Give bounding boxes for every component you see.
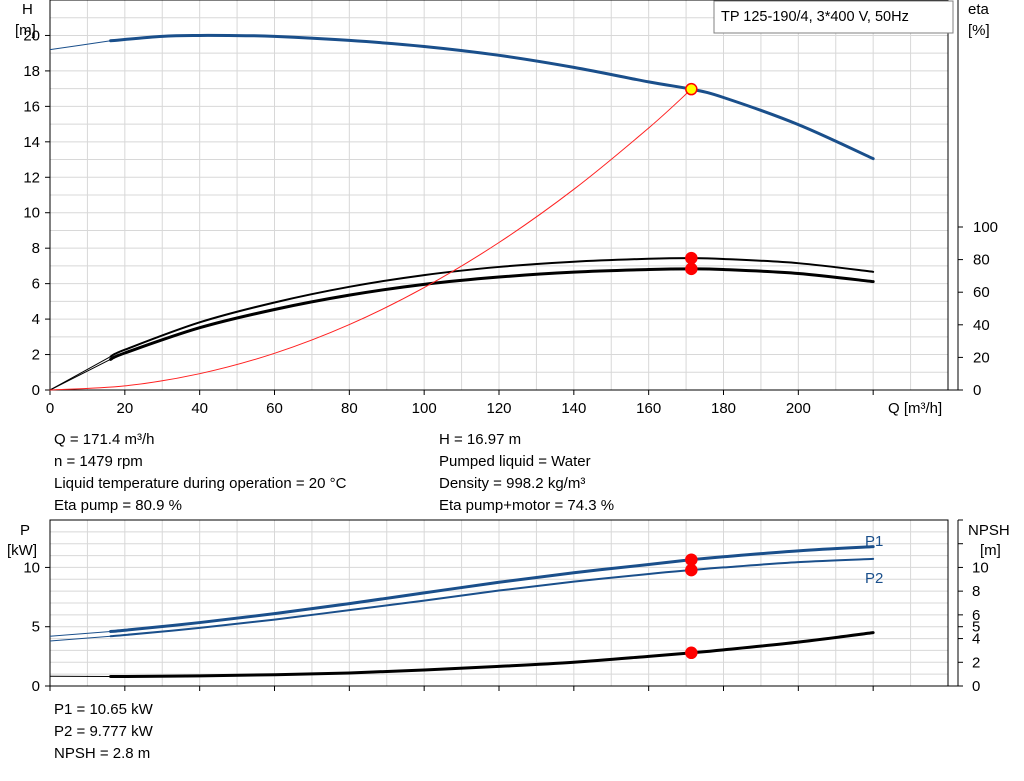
eta_pump_motor-curve [109,267,875,361]
info-p2: P2 = 9.777 kW [54,723,153,740]
info-head: H = 16.97 m [439,431,522,448]
info-bottom: P1 = 10.65 kW P2 = 9.777 kW NPSH = 2.8 m [54,699,153,765]
x-tick-label: 100 [412,400,437,417]
info-liquid-temp: Liquid temperature during operation = 20… [54,475,347,492]
P1-curve-extension [49,630,111,637]
bottom-right-tick-label: 5 [972,619,980,636]
top-left-tick-label: 6 [32,276,40,293]
info-top-left: Q = 171.4 m³/h n = 1479 rpm Liquid tempe… [54,429,346,517]
H-curve [109,33,875,161]
system_curve-curve [49,88,692,391]
top-left-tick-label: 8 [32,240,40,257]
info-eta-pump-motor: Eta pump+motor = 74.3 % [439,497,615,514]
bottom-curves [49,545,875,679]
bottom-left-tick-label: 0 [32,678,40,695]
info-flow: Q = 171.4 m³/h [54,431,155,448]
duty-point [685,646,698,660]
info-density: Density = 998.2 kg/m³ [439,475,586,492]
bottom-right-axis-label: NPSH [968,522,1010,539]
pump-title: TP 125-190/4, 3*400 V, 50Hz [721,9,909,25]
top-right-axis-unit: [%] [968,22,990,39]
bottom-right-tick-label: 4 [972,631,980,648]
x-tick-label: 180 [711,400,736,417]
x-tick-label: 80 [341,400,358,417]
bottom-left-axis-label: P [20,522,30,539]
x-tick-label: 200 [786,400,811,417]
info-pumped-liquid: Pumped liquid = Water [439,453,591,470]
bottom-left-tick-label: 10 [23,559,40,576]
P1-curve [109,545,875,633]
bottom-right-tick-label: 0 [972,678,980,695]
eta_pump_motor-curve-extension [49,358,111,391]
eta_pump-curve [109,257,875,358]
x-tick-label: 160 [636,400,661,417]
duty-point [685,553,698,566]
bottom-left-axis-unit: [kW] [7,542,37,559]
duty-point [685,262,698,276]
P2-curve [109,557,875,638]
top-right-tick-label: 100 [973,219,998,236]
H-curve-extension [49,40,111,51]
info-npsh: NPSH = 2.8 m [54,745,151,762]
pump-title-box [713,0,954,34]
x-axis-label: Q [m³/h] [888,400,942,417]
top-left-tick-label: 20 [23,27,40,44]
duty-point [685,251,698,265]
P2-curve-extension [49,635,111,642]
top-left-axis-unit: [m] [15,22,36,39]
top-right-tick-label: 40 [973,317,990,334]
top-right-axis-label: eta [968,1,990,18]
top-right-tick-label: 80 [973,252,990,269]
top-right-tick-label: 20 [973,349,990,366]
NPSH-curve [109,631,875,679]
duty-point [685,563,698,577]
p1-curve-label: P1 [865,533,883,550]
top-left-tick-label: 0 [32,382,40,399]
x-tick-label: 0 [46,400,54,417]
bottom-right-tick-label: 6 [972,607,980,624]
info-top-right: H = 16.97 m Pumped liquid = Water Densit… [439,429,614,517]
top-left-tick-label: 4 [32,311,40,328]
p2-curve-label: P2 [865,570,883,587]
top-curves [49,33,875,391]
x-tick-label: 140 [561,400,586,417]
top-left-tick-label: 2 [32,347,40,364]
duty-point [685,82,698,96]
info-p1: P1 = 10.65 kW [54,701,153,718]
x-tick-label: 120 [486,400,511,417]
bottom-right-tick-label: 2 [972,654,980,671]
bottom-right-axis-unit: [m] [980,542,1001,559]
bottom-left-tick-label: 5 [32,619,40,636]
x-tick-label: 60 [266,400,283,417]
top-left-tick-label: 18 [23,63,40,80]
x-tick-label: 20 [116,400,133,417]
bottom-right-tick-label: 10 [972,559,989,576]
info-speed: n = 1479 rpm [54,453,143,470]
top-left-axis-label: H [22,1,33,18]
top-left-tick-label: 16 [23,98,40,115]
bottom-right-tick-label: 8 [972,583,980,600]
top-right-tick-label: 0 [973,382,981,399]
top-left-tick-label: 14 [23,134,40,151]
top-left-tick-label: 10 [23,205,40,222]
top-left-tick-label: 12 [23,169,40,186]
x-tick-label: 40 [191,400,208,417]
bottom-grid [50,520,948,686]
info-eta-pump: Eta pump = 80.9 % [54,497,182,514]
top-right-tick-label: 60 [973,284,990,301]
